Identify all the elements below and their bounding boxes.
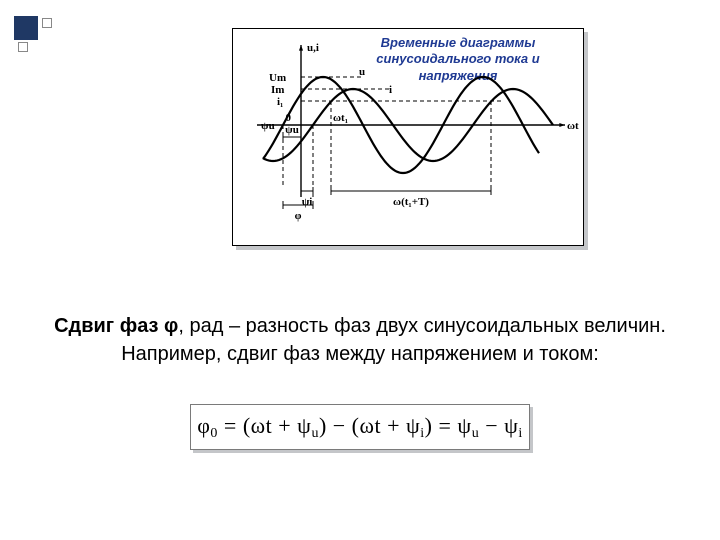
body-paragraph: Сдвиг фаз φ, рад – разность фаз двух син… — [50, 312, 670, 368]
svg-text:ωt₁: ωt₁ — [333, 112, 348, 124]
svg-text:u,i: u,i — [307, 42, 319, 54]
paragraph-bold-lead: Сдвиг фаз φ — [54, 315, 178, 337]
svg-text:0: 0 — [286, 112, 292, 124]
svg-text:i₁: i₁ — [277, 96, 283, 108]
svg-text:ω(t₁+T): ω(t₁+T) — [393, 196, 429, 208]
svg-text:φ: φ — [295, 210, 302, 222]
svg-text:ψu: ψu — [285, 124, 299, 136]
svg-text:i: i — [389, 84, 392, 96]
chart-svg: ψu φψi ω(t₁+T) u,i UmImi₁ u i 0 ωt₁ ωt ψu — [239, 37, 579, 241]
chart-container: Временные диаграммы синусоидального тока… — [232, 28, 584, 246]
paragraph-rest: , рад – разность фаз двух синусоидальных… — [121, 315, 666, 365]
formula-box: φ0 = (ωt + ψu) − (ωt + ψi) = ψu − ψi — [190, 404, 530, 450]
svg-text:Um: Um — [269, 72, 286, 84]
svg-text:ωt: ωt — [567, 120, 579, 132]
bullet-small-square — [18, 42, 28, 52]
svg-text:u: u — [359, 66, 365, 78]
formula-text: φ0 = (ωt + ψu) − (ωt + ψi) = ψu − ψi — [197, 413, 523, 442]
bullet-small-square — [42, 18, 52, 28]
svg-text:ψi: ψi — [302, 196, 313, 208]
svg-text:ψu: ψu — [261, 120, 275, 132]
svg-text:Im: Im — [271, 84, 284, 96]
bullet-large-square — [14, 16, 38, 40]
